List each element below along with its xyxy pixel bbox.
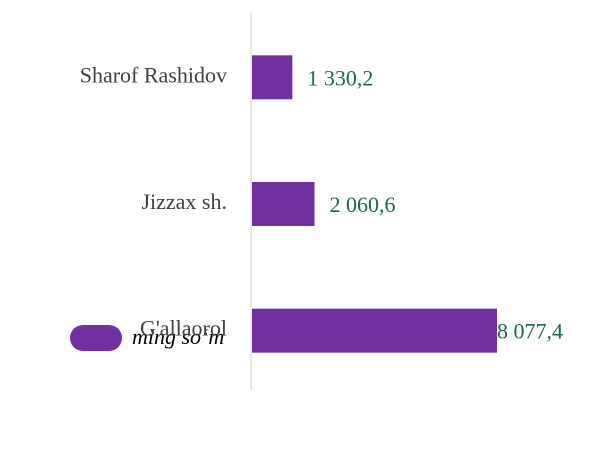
bar — [252, 182, 315, 226]
category-label: Jizzax sh. — [141, 189, 227, 214]
category-label: Sharof Rashidov — [80, 62, 227, 87]
category-label: G'allaorol — [140, 316, 227, 341]
bar — [252, 55, 293, 100]
legend-swatch — [70, 325, 122, 351]
bar — [252, 308, 497, 353]
value-label: 1 330,2 — [307, 65, 373, 90]
value-label: 2 060,6 — [330, 192, 396, 217]
value-label: 8 077,4 — [497, 319, 563, 344]
legend-label: ming so‘m — [132, 324, 224, 349]
